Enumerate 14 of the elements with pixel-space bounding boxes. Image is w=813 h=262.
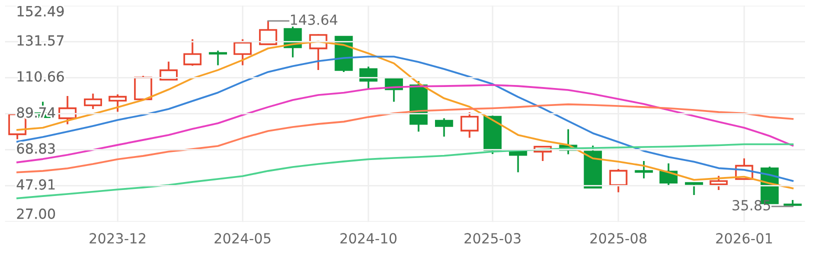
y-tick-label: 131.57 [18,35,64,46]
x-tick-label: 2024-05 [214,233,270,244]
x-tick-label: 2024-10 [340,233,397,244]
y-tick-label: 110.66 [18,71,64,82]
y-tick-label: 27.00 [17,208,55,220]
y-tick-label: 152.49 [18,6,64,16]
annotation: 35.85 [732,200,770,210]
y-tick-label: 47.91 [16,179,55,190]
x-tick-label: 2025-08 [590,233,646,244]
y-tick-label: 68.83 [17,143,55,154]
annotation: 143.64 [291,14,338,25]
x-tick-label: 2026-01 [716,233,772,244]
x-tick-label: 2023-12 [90,233,146,244]
x-tick-label: 2025-03 [464,233,520,244]
